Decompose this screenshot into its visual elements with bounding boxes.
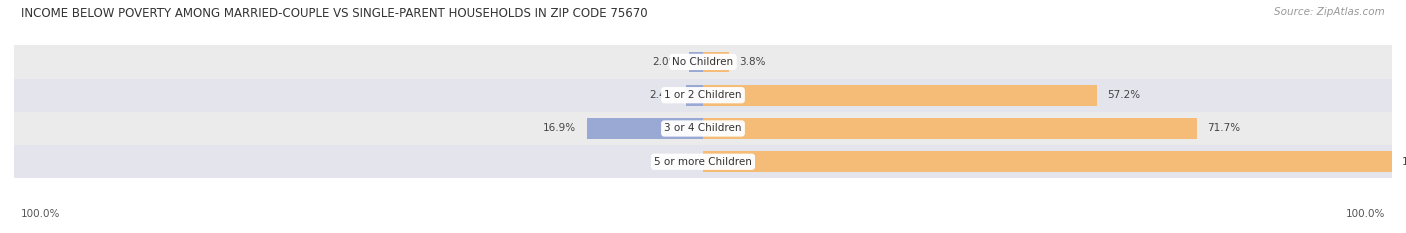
Text: INCOME BELOW POVERTY AMONG MARRIED-COUPLE VS SINGLE-PARENT HOUSEHOLDS IN ZIP COD: INCOME BELOW POVERTY AMONG MARRIED-COUPL…: [21, 7, 648, 20]
Bar: [586, 118, 703, 139]
Text: 100.0%: 100.0%: [1346, 209, 1385, 219]
Bar: [703, 118, 1197, 139]
Text: 5 or more Children: 5 or more Children: [654, 157, 752, 167]
Text: 100.0%: 100.0%: [21, 209, 60, 219]
Text: 100.0%: 100.0%: [1402, 157, 1406, 167]
Text: 1 or 2 Children: 1 or 2 Children: [664, 90, 742, 100]
Text: 2.4%: 2.4%: [650, 90, 676, 100]
Bar: [14, 145, 1392, 178]
Bar: [689, 51, 703, 72]
Text: 3.8%: 3.8%: [740, 57, 766, 67]
Bar: [14, 112, 1392, 145]
Bar: [703, 151, 1392, 172]
Text: 57.2%: 57.2%: [1108, 90, 1140, 100]
Text: 2.0%: 2.0%: [652, 57, 679, 67]
Text: Source: ZipAtlas.com: Source: ZipAtlas.com: [1274, 7, 1385, 17]
Text: 3 or 4 Children: 3 or 4 Children: [664, 123, 742, 134]
Text: 71.7%: 71.7%: [1208, 123, 1240, 134]
Text: No Children: No Children: [672, 57, 734, 67]
Bar: [14, 79, 1392, 112]
Text: 16.9%: 16.9%: [543, 123, 576, 134]
Bar: [686, 85, 703, 106]
Bar: [14, 45, 1392, 79]
Text: 0.0%: 0.0%: [666, 157, 693, 167]
Bar: [703, 85, 1097, 106]
Bar: [703, 51, 730, 72]
